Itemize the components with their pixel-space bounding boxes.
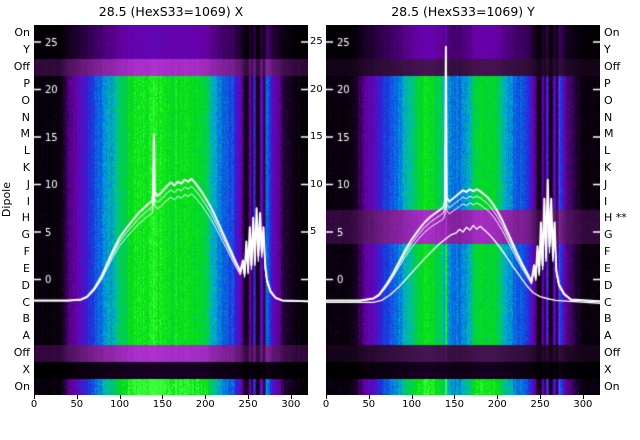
y-tick-label-gap-5: 5 <box>310 226 317 237</box>
x-tick-label-x-300: 300 <box>281 399 301 410</box>
x-tick-label-y-300: 300 <box>573 399 593 410</box>
row-label-left-12-g: G <box>21 228 30 242</box>
panel-title-x: 28.5 (HexS33=1069) X <box>98 4 244 19</box>
row-label-right-7-l: L <box>604 144 611 158</box>
row-label-left-8-k: K <box>22 160 30 174</box>
row-label-right-3-p: P <box>604 76 611 90</box>
row-label-right-6-m: M <box>604 127 614 141</box>
row-label-left-7-l: L <box>23 144 30 158</box>
row-label-left-4-o: O <box>21 93 30 107</box>
row-label-left-3-p: P <box>23 76 30 90</box>
row-label-left-18-a: A <box>22 329 30 343</box>
x-tick-label-y-100: 100 <box>402 399 422 410</box>
x-tick-mark-y-100 <box>411 395 413 399</box>
x-tick-mark-y-50 <box>368 395 370 399</box>
row-label-left-5-n: N <box>21 110 30 124</box>
x-tick-mark-y-200 <box>497 395 499 399</box>
row-label-left-2-off: Off <box>13 60 30 74</box>
x-tick-mark-y-300 <box>582 395 584 399</box>
row-label-right-11-h**: H ** <box>604 211 627 225</box>
x-tick-label-x-50: 50 <box>70 399 84 410</box>
x-tick-label-y-200: 200 <box>487 399 507 410</box>
row-label-right-19-off: Off <box>604 345 621 359</box>
row-label-right-1-y: Y <box>604 43 611 57</box>
heatmap-panel-y <box>326 25 600 395</box>
x-tick-label-x-250: 250 <box>238 399 258 410</box>
row-label-left-14-e: E <box>23 261 30 275</box>
x-tick-label-y-0: 0 <box>322 399 330 410</box>
y-tick-label-gap-10: 10 <box>310 178 323 190</box>
x-tick-mark-x-200 <box>205 395 207 399</box>
row-label-left-21-on: On <box>14 379 30 393</box>
y-tick-label-gap-25: 25 <box>310 36 323 47</box>
row-label-right-4-o: O <box>604 93 613 107</box>
row-label-right-12-g: G <box>604 228 613 242</box>
row-label-right-16-c: C <box>604 295 612 309</box>
row-label-right-5-n: N <box>604 110 613 124</box>
row-label-left-17-b: B <box>22 312 30 326</box>
x-tick-mark-x-250 <box>248 395 250 399</box>
x-tick-mark-y-250 <box>540 395 542 399</box>
row-label-left-11-h: H <box>21 211 30 225</box>
row-label-left-19-off: Off <box>13 345 30 359</box>
row-label-left-6-m: M <box>20 127 31 141</box>
row-label-right-17-b: B <box>604 312 612 326</box>
heatmap-panel-x <box>34 25 308 395</box>
row-label-right-21-on: On <box>604 379 620 393</box>
row-label-left-1-y: Y <box>23 43 30 57</box>
x-tick-mark-x-50 <box>76 395 78 399</box>
row-label-right-10-i: I <box>604 194 608 208</box>
x-tick-mark-y-0 <box>326 395 327 399</box>
x-tick-label-y-150: 150 <box>444 399 464 410</box>
row-label-right-13-f: F <box>604 245 611 259</box>
row-label-left-13-f: F <box>23 245 30 259</box>
x-tick-label-x-0: 0 <box>30 399 38 410</box>
row-label-right-8-k: K <box>604 160 612 174</box>
x-tick-label-x-200: 200 <box>195 399 215 410</box>
row-label-right-0-on: On <box>604 26 620 40</box>
row-label-right-15-d: D <box>604 278 613 292</box>
x-tick-mark-x-100 <box>119 395 121 399</box>
row-label-right-2-off: Off <box>604 60 621 74</box>
x-tick-mark-x-0 <box>34 395 35 399</box>
row-label-left-0-on: On <box>14 26 30 40</box>
x-tick-mark-y-150 <box>454 395 456 399</box>
x-tick-mark-x-300 <box>290 395 292 399</box>
row-label-left-9-j: J <box>26 177 30 191</box>
panel-title-y: 28.5 (HexS33=1069) Y <box>391 4 535 19</box>
x-tick-label-x-150: 150 <box>152 399 172 410</box>
row-label-right-18-a: A <box>604 329 612 343</box>
x-tick-mark-x-150 <box>162 395 164 399</box>
row-label-left-20-x: X <box>22 362 30 376</box>
x-tick-label-y-50: 50 <box>362 399 376 410</box>
x-tick-label-x-100: 100 <box>110 399 130 410</box>
row-label-left-15-d: D <box>21 278 30 292</box>
row-label-right-14-e: E <box>604 261 611 275</box>
y-tick-label-gap-15: 15 <box>310 131 323 142</box>
row-label-right-20-x: X <box>604 362 612 376</box>
row-label-right-9-j: J <box>604 177 608 191</box>
row-label-left-16-c: C <box>22 295 30 309</box>
row-label-left-10-i: I <box>26 194 30 208</box>
y-tick-label-gap-20: 20 <box>310 83 323 95</box>
x-tick-label-y-250: 250 <box>530 399 550 410</box>
